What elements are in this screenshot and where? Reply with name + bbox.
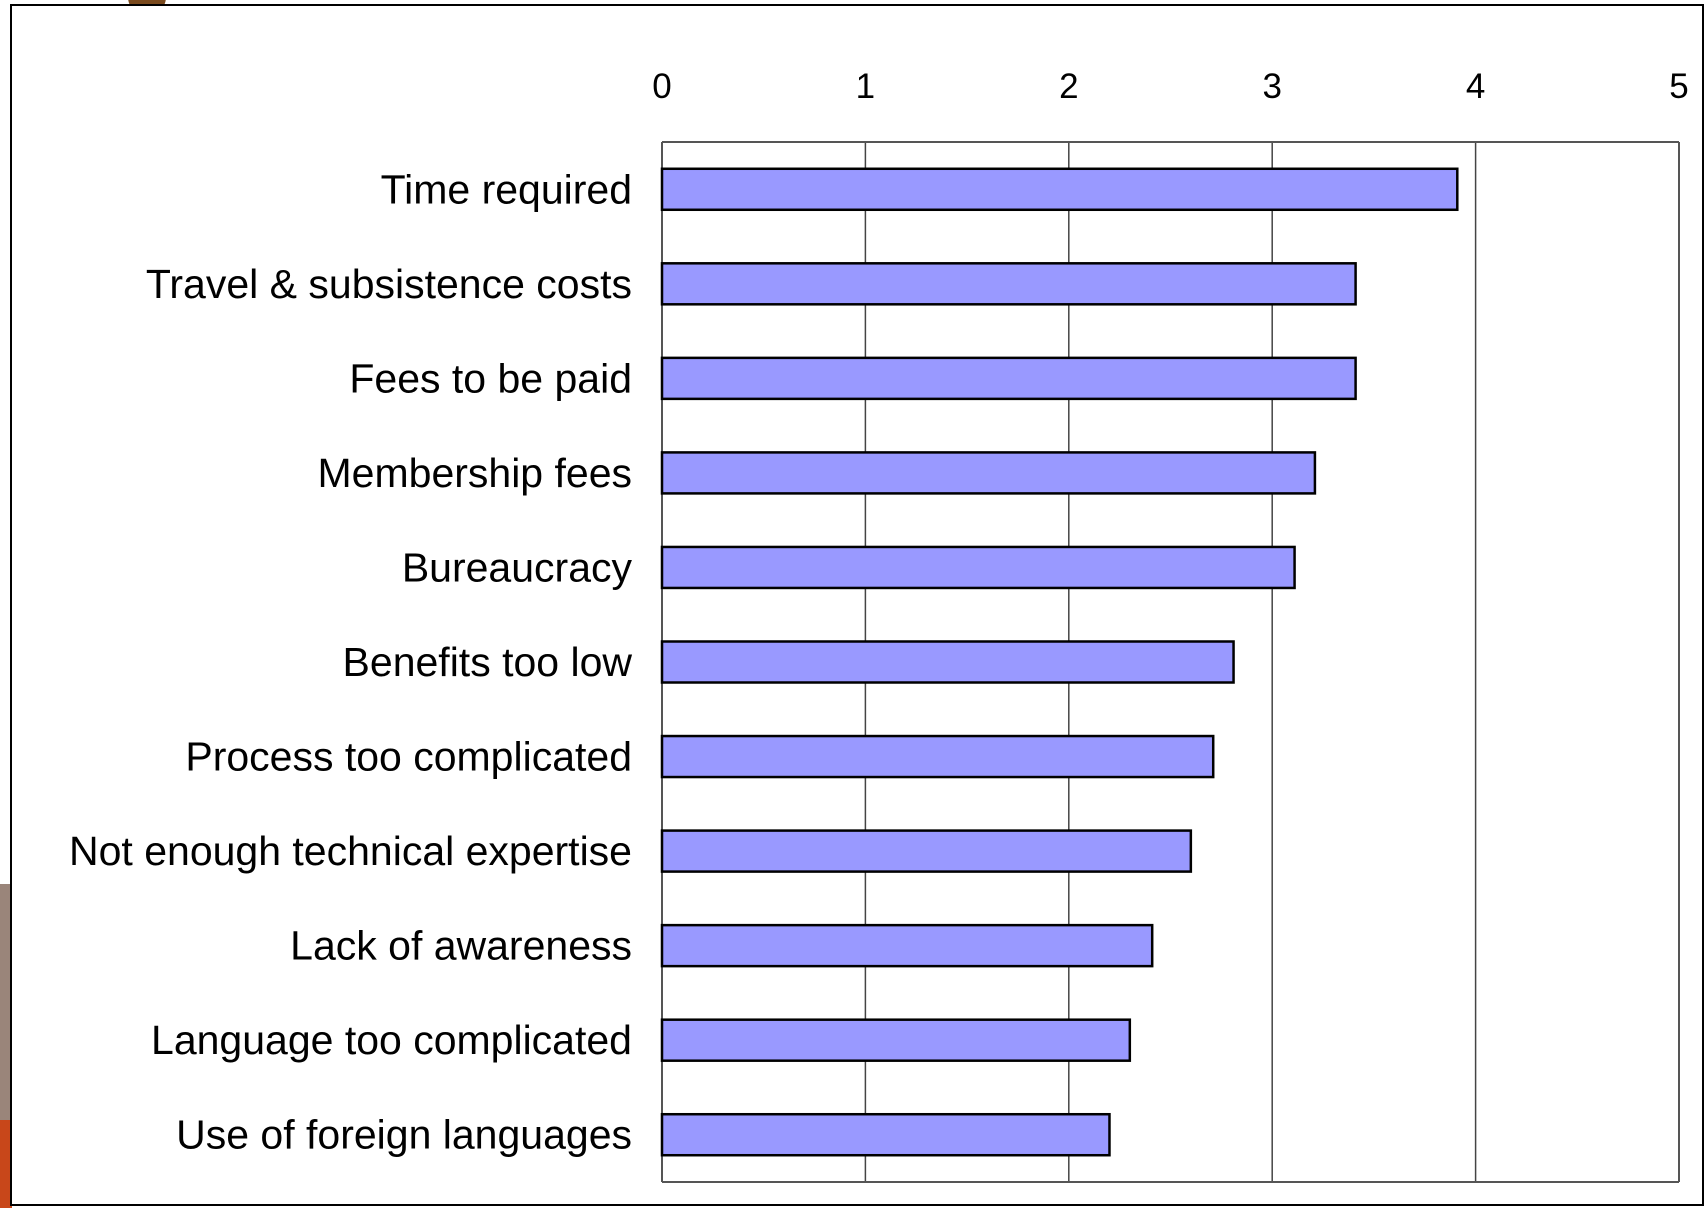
bar-9 [660, 1018, 1132, 1062]
bar-3 [660, 451, 1317, 495]
bar-7 [660, 829, 1193, 873]
decorative-side-strip-orange [0, 1120, 12, 1208]
bar-4 [660, 545, 1296, 590]
category-label: Membership fees [318, 450, 632, 496]
category-label: Process too complicated [185, 734, 632, 780]
category-label: Fees to be paid [349, 355, 632, 401]
bar-5 [660, 640, 1235, 684]
bar-8 [660, 923, 1154, 968]
chart-frame: 0 1 2 3 4 5 Time required Travel & subsistence… [10, 4, 1704, 1206]
bar-10 [660, 1112, 1111, 1157]
tick-labels: 0 1 2 3 4 5 [652, 67, 1688, 106]
category-label: Lack of awareness [290, 923, 632, 969]
x-tick-label: 5 [1669, 67, 1688, 106]
category-label: Use of foreign languages [176, 1112, 632, 1158]
x-tick-label: 1 [856, 67, 875, 106]
bar-2 [660, 356, 1357, 401]
bars-layer [660, 167, 1459, 1157]
bar-chart: 0 1 2 3 4 5 Time required Travel & subsistence… [69, 67, 1689, 1183]
x-tick-label: 3 [1262, 67, 1281, 106]
x-tick-label: 2 [1059, 67, 1078, 106]
x-tick-label: 0 [652, 67, 671, 106]
category-label: Benefits too low [343, 639, 633, 685]
bar-6 [660, 734, 1215, 779]
category-label: Time required [381, 166, 632, 212]
decorative-side-strip-gray [0, 884, 12, 1120]
category-label: Travel & subsistence costs [146, 261, 632, 307]
category-label: Bureaucracy [402, 544, 633, 590]
x-tick-label: 4 [1466, 67, 1485, 106]
category-label: Not enough technical expertise [69, 828, 632, 874]
bar-1 [660, 262, 1357, 306]
category-label: Language too complicated [151, 1017, 632, 1063]
category-labels: Time required Travel & subsistence costs F… [69, 166, 632, 1157]
bar-0 [660, 167, 1459, 212]
